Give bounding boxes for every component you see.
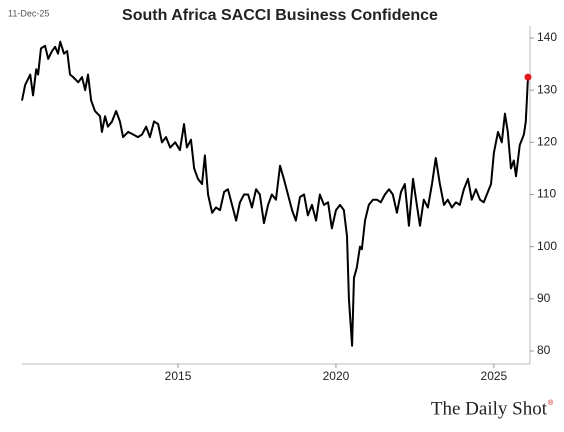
y-tick-label: 90 — [537, 291, 551, 305]
chart-title: South Africa SACCI Business Confidence — [122, 7, 438, 24]
y-tick-label: 110 — [537, 187, 556, 201]
y-tick-label: 130 — [537, 82, 557, 96]
x-tick-label: 2020 — [323, 369, 350, 383]
y-tick-label: 140 — [537, 30, 557, 44]
data-line — [21, 40, 529, 347]
last-point — [524, 73, 532, 81]
source-logo: The Daily Shot — [431, 398, 548, 419]
y-tick-label: 100 — [537, 239, 557, 253]
y-tick-label: 80 — [537, 343, 551, 357]
date-label: 11-Dec-25 — [8, 8, 49, 18]
y-tick-label: 120 — [537, 134, 557, 148]
x-tick-label: 2015 — [165, 369, 192, 383]
x-tick-label: 2025 — [481, 369, 508, 383]
source-mark: ® — [548, 399, 554, 407]
